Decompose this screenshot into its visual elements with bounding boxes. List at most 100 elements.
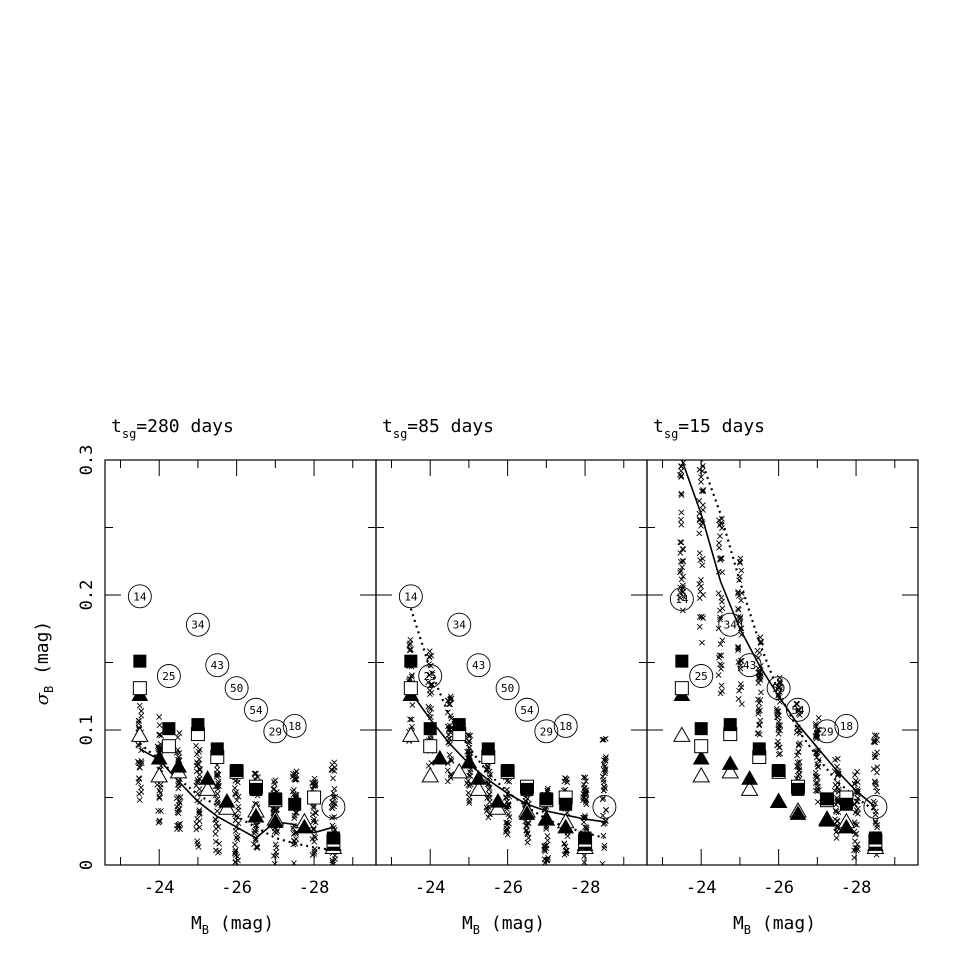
open-square-marker bbox=[694, 739, 709, 754]
scatter-cross-point bbox=[677, 550, 684, 556]
solid-fit-line bbox=[681, 460, 876, 808]
scatter-cross-point bbox=[680, 573, 687, 580]
scatter-cross-point bbox=[698, 478, 704, 485]
scatter-cross-point bbox=[426, 672, 433, 679]
x-tick-label: -24 bbox=[415, 878, 446, 898]
scatter-cross-point bbox=[156, 793, 163, 800]
scatter-cross-point bbox=[427, 682, 434, 688]
scatter-cross-point bbox=[447, 729, 454, 736]
scatter-cross-point bbox=[136, 775, 142, 782]
bin-count-label: 54 bbox=[520, 704, 534, 717]
scatter-cross-point bbox=[407, 647, 414, 653]
scatter-cross-point bbox=[603, 807, 610, 814]
scatter-cross-point bbox=[795, 741, 802, 748]
scatter-cross-point bbox=[755, 710, 762, 717]
filled-square-marker bbox=[539, 792, 553, 806]
open-triangle-marker bbox=[150, 766, 169, 783]
scatter-cross-point bbox=[466, 800, 473, 806]
scatter-cross-point bbox=[484, 795, 491, 802]
scatter-cross-point bbox=[677, 471, 683, 478]
scatter-cross-point bbox=[854, 768, 861, 775]
y-tick-label: 0.2 bbox=[77, 580, 97, 611]
scatter-cross-point bbox=[678, 467, 684, 474]
scatter-cross-point bbox=[561, 778, 568, 785]
scatter-cross-point bbox=[467, 732, 474, 739]
scatter-cross-point bbox=[155, 819, 162, 826]
bin-count-circle bbox=[244, 697, 268, 722]
bin-count-label: 54 bbox=[249, 704, 263, 717]
filled-square-marker bbox=[288, 797, 302, 811]
scatter-cross-point bbox=[833, 818, 840, 824]
scatter-cross-point bbox=[330, 824, 337, 831]
scatter-cross-point bbox=[719, 637, 726, 644]
bin-count-label: 50 bbox=[501, 682, 514, 695]
scatter-cross-point bbox=[738, 684, 745, 691]
scatter-cross-point bbox=[506, 778, 513, 785]
scatter-cross-point bbox=[213, 825, 219, 832]
scatter-cross-point bbox=[677, 558, 684, 565]
scatter-cross-point bbox=[775, 751, 782, 758]
scatter-cross-point bbox=[756, 649, 763, 656]
scatter-cross-point bbox=[874, 769, 880, 776]
scatter-cross-point bbox=[174, 803, 181, 810]
scatter-cross-point bbox=[699, 639, 705, 646]
scatter-cross-point bbox=[776, 674, 783, 681]
bin-count-label: 34 bbox=[453, 619, 467, 632]
scatter-cross-point bbox=[852, 844, 859, 851]
scatter-cross-point bbox=[718, 652, 725, 659]
scatter-cross-point bbox=[175, 780, 182, 787]
scatter-cross-point bbox=[177, 794, 184, 800]
scatter-cross-point bbox=[737, 665, 744, 672]
scatter-cross-point bbox=[872, 818, 879, 825]
x-axis-label-subscript: B bbox=[473, 923, 480, 937]
plot-area: 14 25 34 43 50 54 29 18 bbox=[669, 460, 888, 861]
scatter-cross-point bbox=[796, 759, 803, 765]
scatter-cross-point bbox=[503, 827, 510, 834]
open-square-marker bbox=[423, 739, 438, 754]
scatter-cross-point bbox=[483, 766, 490, 773]
open-triangle-marker bbox=[740, 780, 759, 796]
scatter-cross-point bbox=[700, 502, 706, 508]
filled-triangle-marker bbox=[470, 770, 487, 785]
scatter-cross-point bbox=[872, 779, 879, 786]
scatter-cross-point bbox=[794, 763, 801, 770]
scatter-cross-point bbox=[680, 546, 687, 553]
panel-title-subscript: sg bbox=[393, 427, 407, 441]
scatter-cross-point bbox=[756, 700, 763, 707]
scatter-cross-point bbox=[583, 778, 589, 785]
scatter-cross-point bbox=[136, 702, 143, 709]
scatter-cross-point bbox=[467, 769, 473, 775]
filled-square-marker bbox=[481, 742, 495, 756]
scatter-cross-point bbox=[312, 782, 318, 789]
scatter-cross-point bbox=[291, 815, 298, 821]
scatter-cross-point bbox=[409, 672, 415, 679]
scatter-cross-point bbox=[774, 714, 781, 721]
panel-title-symbol: t bbox=[653, 416, 664, 437]
bin-count-label: 18 bbox=[559, 720, 572, 733]
scatter-cross-point bbox=[812, 733, 819, 740]
scatter-cross-point bbox=[795, 749, 802, 756]
scatter-cross-point bbox=[234, 832, 241, 839]
scatter-cross-point bbox=[544, 787, 551, 794]
scatter-cross-point bbox=[871, 739, 877, 746]
scatter-cross-point bbox=[311, 833, 318, 839]
dotted-fit-line bbox=[409, 608, 605, 840]
scatter-cross-point bbox=[854, 798, 861, 805]
x-axis-label: MB (mag) bbox=[733, 913, 816, 937]
filled-square-marker bbox=[404, 654, 418, 668]
scatter-cross-point bbox=[214, 783, 221, 790]
filled-square-marker bbox=[520, 782, 534, 796]
scatter-cross-point bbox=[812, 723, 819, 729]
scatter-cross-point bbox=[815, 764, 822, 770]
scatter-cross-point bbox=[271, 781, 278, 787]
x-axis-label-subscript: B bbox=[744, 923, 751, 937]
scatter-cross-point bbox=[292, 830, 299, 836]
scatter-cross-point bbox=[717, 607, 723, 614]
scatter-cross-point bbox=[293, 809, 300, 816]
filled-triangle-marker bbox=[218, 793, 236, 808]
filled-square-marker bbox=[162, 722, 176, 736]
bin-count-circle bbox=[398, 584, 423, 609]
scatter-cross-point bbox=[444, 767, 451, 774]
scatter-cross-point bbox=[696, 530, 703, 537]
scatter-cross-point bbox=[834, 755, 841, 762]
